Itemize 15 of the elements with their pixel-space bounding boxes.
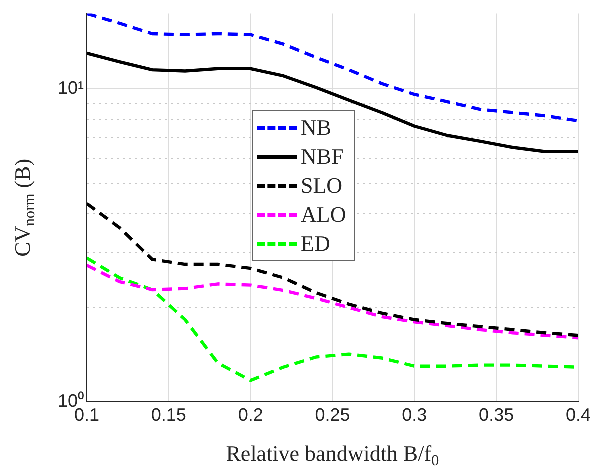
x-tick-label: 0.2 (238, 404, 264, 425)
legend-label: SLO (301, 172, 343, 198)
y-tick-label: 10¹ (58, 78, 84, 98)
x-tick-label: 0.4 (566, 404, 592, 425)
x-tick-label: 0.35 (479, 404, 514, 425)
line-series (87, 202, 578, 338)
x-tick-label: 0.15 (151, 404, 186, 425)
x-tick-label: 0.3 (402, 404, 428, 425)
x-tick-label: 0.25 (315, 404, 350, 425)
legend-label: ALO (301, 202, 346, 228)
y-axis-title: CVnorm (B) (10, 158, 39, 257)
legend-label: NB (301, 114, 332, 140)
legend-label: NBF (301, 144, 344, 170)
line-series (87, 264, 578, 340)
legend-label: ED (301, 230, 330, 256)
